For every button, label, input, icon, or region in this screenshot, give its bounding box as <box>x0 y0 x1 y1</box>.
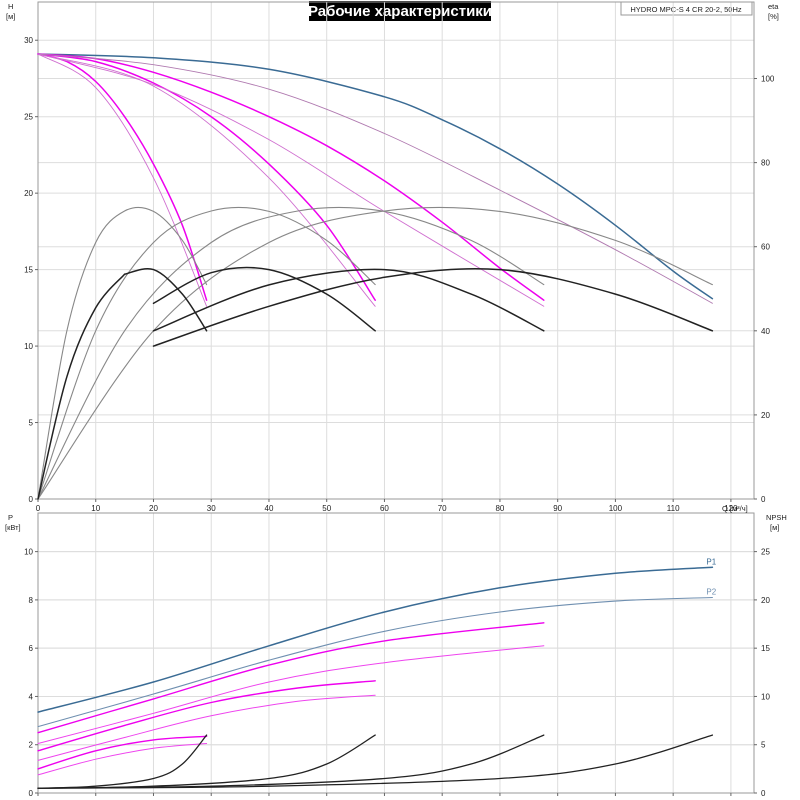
top-x-tick-label: 40 <box>265 504 274 513</box>
top-x-tick-label: 70 <box>438 504 447 513</box>
bottom-left-tick-label: 10 <box>24 548 33 557</box>
top-head-curve <box>37 53 208 301</box>
power-npsh-panel: 0 2 4 6 8 10 0 5 10 15 20 25 P1 P2 P [кВт] NPSH [м] <box>5 512 787 798</box>
bottom-left-tick-label: 8 <box>29 596 34 605</box>
bottom-right-tick-label: 25 <box>761 548 770 557</box>
bottom-p-curve <box>37 622 545 734</box>
h-axis-label-name: H <box>8 2 13 11</box>
top-x-tick-label: 80 <box>495 504 504 513</box>
top-x-tick-label: 50 <box>322 504 331 513</box>
top-head_thin-curve <box>37 53 376 307</box>
top-curves <box>37 53 714 500</box>
head-efficiency-panel: 0 5 10 15 20 25 30 0 20 40 60 80 100 0 10 20 30 40 50 60 70 8… <box>6 1 779 513</box>
top-head-curve <box>37 53 376 301</box>
eta-axis-label-unit: [%] <box>768 12 779 21</box>
bottom-right-tick-label: 15 <box>761 644 770 653</box>
bottom-p-curve <box>37 735 208 770</box>
top-left-tick-label: 10 <box>24 342 33 351</box>
top-left-tick-label: 20 <box>24 189 33 198</box>
top-head_thin-curve <box>37 53 208 307</box>
bottom-right-tick-label: 10 <box>761 692 770 701</box>
top-left-tick-label: 15 <box>24 266 33 275</box>
top-right-tick-label: 20 <box>761 411 770 420</box>
npsh-axis-label-unit: [м] <box>770 523 779 532</box>
top-right-tick-label: 100 <box>761 75 775 84</box>
top-panel-frame <box>37 1 755 500</box>
q-axis-label: Q [м³/ч] <box>722 504 748 513</box>
bottom-curves: P1 P2 <box>37 557 717 789</box>
top-left-tick-label: 5 <box>29 419 34 428</box>
bottom-series-label-p2: P2 <box>706 587 716 596</box>
top-right-tick-label: 0 <box>761 495 766 504</box>
p-axis-label-name: P <box>8 513 13 522</box>
bottom-grid <box>38 513 754 793</box>
top-x-tick-label: 20 <box>149 504 158 513</box>
top-left-tick-label: 0 <box>29 495 34 504</box>
title-background <box>309 1 491 21</box>
bottom-left-tick-label: 2 <box>29 741 34 750</box>
bottom-series-label-p1: P1 <box>706 557 716 566</box>
top-head-curve <box>37 53 545 301</box>
model-label: HYDRO MPC-S 4 CR 20-2, 50Hz <box>630 5 742 14</box>
bottom-npsh-curve <box>37 734 714 789</box>
top-x-tick-label: 110 <box>667 504 680 513</box>
bottom-right-tick-label: 0 <box>761 789 766 798</box>
top-eta_line2-curve <box>123 268 208 332</box>
top-x-tick-label: 60 <box>380 504 389 513</box>
top-eta_line2-curve <box>152 267 714 347</box>
bottom-right-tick-label: 20 <box>761 596 770 605</box>
bottom-left-tick-label: 0 <box>29 789 34 798</box>
top-right-tick-label: 80 <box>761 159 770 168</box>
npsh-axis-label-name: NPSH <box>766 513 787 522</box>
top-x-tick-label: 90 <box>553 504 562 513</box>
top-eta_line2-curve <box>152 266 376 332</box>
bottom-p1-curve <box>37 566 714 713</box>
bottom-p2-curve <box>37 596 713 728</box>
top-left-tick-label: 25 <box>24 113 33 122</box>
bottom-right-tick-label: 5 <box>761 741 766 750</box>
top-right-tick-label: 40 <box>761 327 770 336</box>
top-x-tick-label: 30 <box>207 504 216 513</box>
bottom-left-tick-label: 6 <box>29 644 34 653</box>
top-x-tick-label: 0 <box>36 504 41 513</box>
top-x-tick-label: 120 <box>724 504 738 513</box>
top-eta_line2-curve <box>152 268 545 332</box>
top-head-curve <box>37 53 714 300</box>
bottom-left-tick-label: 4 <box>29 692 34 701</box>
top-x-tick-label: 10 <box>91 504 100 513</box>
top-head_thin-curve <box>37 53 545 307</box>
top-eta_line2-curve <box>37 273 126 500</box>
top-eta-curve <box>37 206 713 500</box>
top-left-tick-label: 30 <box>24 36 33 45</box>
bottom-p-curve <box>37 645 545 744</box>
top-right-tick-label: 60 <box>761 243 770 252</box>
bottom-p-curve <box>37 743 208 776</box>
bottom-p-curve <box>37 680 376 752</box>
bottom-panel-frame <box>37 512 755 794</box>
top-grid <box>38 2 754 499</box>
top-x-tick-label: 100 <box>609 504 623 513</box>
top-eta-curve <box>37 206 376 500</box>
top-eta-curve <box>37 206 208 500</box>
h-axis-label-unit: [м] <box>6 12 15 21</box>
chart-title: Рабочие характеристики <box>308 3 492 20</box>
p-axis-label-unit: [кВт] <box>5 523 21 532</box>
top-tick-labels: 0 5 10 15 20 25 30 0 20 40 60 80 100 0 10 20 30 40 50 60 70 8… <box>24 36 775 513</box>
eta-axis-label-name: eta <box>768 2 779 11</box>
top-eta-curve <box>37 206 545 500</box>
top-head_thin-curve <box>37 53 713 304</box>
bottom-tick-labels: 0 2 4 6 8 10 0 5 10 15 20 25 <box>24 548 770 798</box>
bottom-p-curve <box>37 694 376 761</box>
